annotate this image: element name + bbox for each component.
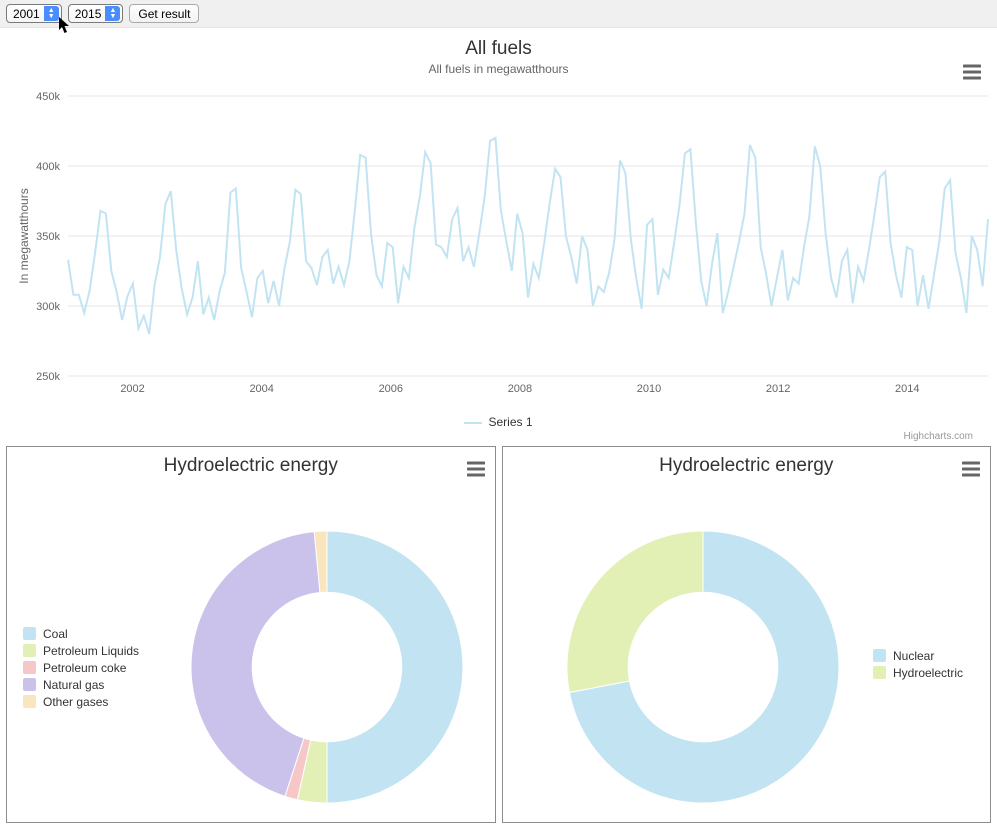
donut-left-panel: Hydroelectric energy Coal Petroleum Liqui… xyxy=(6,446,496,823)
chart-subtitle: All fuels in megawatthours xyxy=(14,62,983,76)
menu-icon[interactable] xyxy=(962,461,980,477)
panel-title: Hydroelectric energy xyxy=(503,447,991,477)
legend-label: Series 1 xyxy=(488,415,532,429)
svg-text:2014: 2014 xyxy=(895,383,919,395)
legend-swatch xyxy=(464,422,482,424)
year-to-select[interactable]: 2015 ▲▼ xyxy=(68,4,124,23)
svg-text:2012: 2012 xyxy=(766,383,790,395)
menu-icon[interactable] xyxy=(963,64,981,80)
line-legend: Series 1 xyxy=(14,415,983,429)
line-chart: 250k 300k 350k 400k 450k 2002 2004 2006 2008 2010… xyxy=(14,76,997,406)
chevron-updown-icon: ▲▼ xyxy=(105,6,120,21)
svg-text:Hydroelectric: Hydroelectric xyxy=(893,666,963,680)
svg-text:400k: 400k xyxy=(36,161,60,173)
svg-text:2006: 2006 xyxy=(379,383,403,395)
svg-text:Other gases: Other gases xyxy=(43,695,108,709)
line-chart-panel: All fuels All fuels in megawatthours 250… xyxy=(0,28,997,446)
donut-chart: Coal Petroleum Liquids Petroleum coke Natur… xyxy=(7,477,496,817)
svg-text:Coal: Coal xyxy=(43,627,68,641)
chart-title: All fuels xyxy=(14,38,983,60)
svg-text:250k: 250k xyxy=(36,371,60,383)
chart-credits: Highcharts.com xyxy=(14,429,983,444)
year-to-value: 2015 xyxy=(71,7,106,21)
chevron-updown-icon: ▲▼ xyxy=(44,6,59,21)
svg-text:Petroleum coke: Petroleum coke xyxy=(43,661,127,675)
svg-text:Petroleum Liquids: Petroleum Liquids xyxy=(43,644,139,658)
donut-right-panel: Hydroelectric energy Nuclear Hydroelectri… xyxy=(502,446,992,823)
svg-text:2010: 2010 xyxy=(637,383,661,395)
menu-icon[interactable] xyxy=(467,461,485,477)
svg-text:2004: 2004 xyxy=(249,383,273,395)
year-from-select[interactable]: 2001 ▲▼ xyxy=(6,4,62,23)
donut-chart: Nuclear Hydroelectric xyxy=(503,477,992,817)
donut-row: Hydroelectric energy Coal Petroleum Liqui… xyxy=(0,446,997,823)
svg-text:Natural gas: Natural gas xyxy=(43,678,104,692)
svg-text:300k: 300k xyxy=(36,301,60,313)
panel-title: Hydroelectric energy xyxy=(7,447,495,477)
get-result-button[interactable]: Get result xyxy=(129,4,199,23)
svg-text:2008: 2008 xyxy=(508,383,532,395)
svg-text:Nuclear: Nuclear xyxy=(893,649,934,663)
toolbar: 2001 ▲▼ 2015 ▲▼ Get result xyxy=(0,0,997,28)
year-from-value: 2001 xyxy=(9,7,44,21)
svg-text:2002: 2002 xyxy=(120,383,144,395)
svg-text:350k: 350k xyxy=(36,231,60,243)
svg-text:In megawatthours: In megawatthours xyxy=(17,188,31,283)
svg-text:450k: 450k xyxy=(36,91,60,103)
